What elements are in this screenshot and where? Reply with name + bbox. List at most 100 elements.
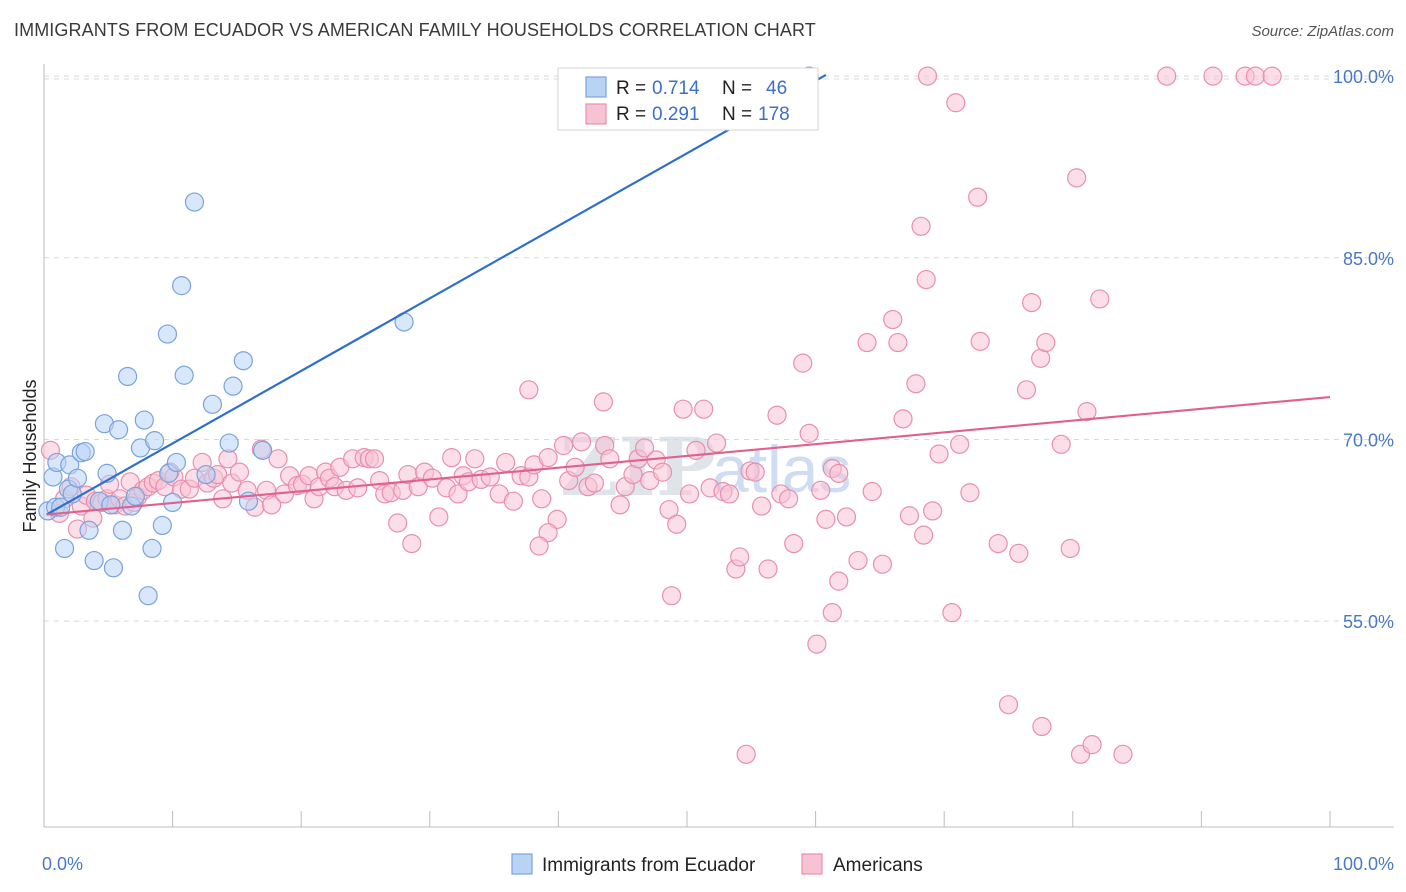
americans-points bbox=[40, 66, 1282, 764]
americans-point bbox=[538, 523, 558, 543]
ecuador-point bbox=[223, 376, 243, 396]
y-tick-label: 100.0% bbox=[1333, 67, 1394, 87]
americans-point bbox=[1262, 66, 1282, 86]
americans-point bbox=[736, 744, 756, 764]
ecuador-point bbox=[101, 495, 121, 515]
americans-point bbox=[745, 462, 765, 482]
americans-point bbox=[262, 495, 282, 515]
americans-point bbox=[767, 405, 787, 425]
americans-point bbox=[1051, 434, 1071, 454]
americans-point bbox=[652, 462, 673, 482]
americans-point bbox=[496, 452, 516, 473]
ecuador-point bbox=[172, 276, 192, 296]
x-tick-label: 0.0% bbox=[42, 854, 83, 874]
y-tick-label: 70.0% bbox=[1343, 430, 1394, 450]
americans-point bbox=[229, 462, 250, 482]
chart-title: IMMIGRANTS FROM ECUADOR VS AMERICAN FAMI… bbox=[14, 20, 816, 40]
ecuador-point bbox=[117, 366, 138, 387]
legend-n-label: N = bbox=[722, 104, 752, 125]
americans-point bbox=[634, 438, 655, 458]
americans-point bbox=[503, 491, 523, 511]
legend-n-value: 178 bbox=[758, 104, 790, 125]
americans-point bbox=[970, 331, 990, 351]
americans-point bbox=[610, 495, 630, 515]
americans-point bbox=[1032, 716, 1052, 737]
y-axis-title: Family Households bbox=[20, 379, 40, 532]
bottom-legend-swatch-ecuador bbox=[511, 853, 533, 875]
ecuador-point bbox=[134, 410, 154, 430]
americans-point bbox=[862, 481, 882, 502]
americans-point bbox=[388, 513, 408, 533]
americans-point bbox=[751, 496, 772, 516]
americans-point bbox=[1016, 380, 1037, 400]
y-tick-label: 55.0% bbox=[1343, 612, 1394, 632]
legend-n-value: 46 bbox=[766, 78, 787, 99]
americans-point bbox=[519, 380, 539, 400]
americans-point bbox=[923, 501, 943, 521]
legend-swatch-americans bbox=[585, 103, 607, 125]
trend-line-americans bbox=[46, 395, 1331, 516]
bottom-legend-swatch-americans bbox=[801, 853, 823, 875]
americans-point bbox=[402, 533, 422, 554]
americans-point bbox=[694, 399, 714, 419]
x-tick-label: 100.0% bbox=[1333, 854, 1394, 874]
americans-point bbox=[811, 480, 831, 500]
americans-point bbox=[600, 449, 620, 469]
ecuador-point bbox=[54, 538, 75, 559]
americans-point bbox=[442, 448, 462, 468]
axis-labels: 55.0% 70.0% 85.0% 100.0% 0.0% 100.0% Family Ho… bbox=[20, 67, 1394, 874]
ecuador-point bbox=[157, 324, 178, 344]
ecuador-point bbox=[103, 558, 124, 578]
americans-point bbox=[793, 353, 813, 373]
americans-point bbox=[916, 269, 936, 290]
legend-r-value: 0.291 bbox=[652, 104, 700, 125]
americans-point bbox=[799, 423, 819, 443]
americans-point bbox=[988, 533, 1008, 554]
americans-point bbox=[888, 332, 908, 353]
americans-point bbox=[1077, 401, 1097, 422]
americans-point bbox=[829, 463, 849, 483]
americans-point bbox=[719, 484, 740, 504]
source-credit: Source: ZipAtlas.com bbox=[1251, 23, 1394, 40]
americans-point bbox=[906, 374, 926, 394]
legend-r-value: 0.714 bbox=[652, 78, 700, 99]
americans-point bbox=[1009, 543, 1029, 563]
americans-point bbox=[899, 506, 920, 526]
ecuador-point bbox=[196, 464, 216, 485]
americans-point bbox=[784, 533, 804, 554]
ecuador-point bbox=[184, 192, 205, 212]
legend-n-label: N = bbox=[722, 78, 752, 99]
americans-point bbox=[946, 93, 966, 113]
americans-point bbox=[661, 586, 682, 606]
americans-point bbox=[929, 444, 949, 464]
bottom-legend-americans: Americans bbox=[833, 855, 923, 876]
americans-point bbox=[1060, 538, 1080, 559]
ecuador-point bbox=[144, 431, 165, 451]
americans-point bbox=[268, 449, 288, 469]
trend-lines bbox=[46, 73, 1331, 516]
americans-point bbox=[872, 554, 893, 574]
americans-point bbox=[960, 483, 980, 503]
americans-point bbox=[911, 216, 931, 236]
americans-point bbox=[998, 695, 1019, 715]
americans-point bbox=[914, 525, 934, 545]
americans-point bbox=[547, 509, 567, 529]
y-tick-label: 85.0% bbox=[1343, 249, 1394, 269]
bottom-legend-ecuador: Immigrants from Ecuador bbox=[542, 855, 756, 876]
americans-point bbox=[1113, 744, 1133, 764]
ecuador-point bbox=[138, 586, 158, 606]
legend-swatch-ecuador bbox=[585, 76, 607, 98]
ecuador-point bbox=[166, 452, 187, 473]
americans-point bbox=[1157, 66, 1177, 86]
ecuador-points bbox=[38, 66, 819, 606]
americans-point bbox=[706, 433, 727, 453]
ecuador-point bbox=[108, 420, 129, 440]
americans-point bbox=[883, 309, 903, 330]
bottom-legend: Immigrants from Ecuador Americans bbox=[511, 853, 923, 876]
americans-point bbox=[778, 489, 799, 509]
americans-point bbox=[1067, 168, 1087, 188]
legend-r-label: R = bbox=[616, 104, 646, 125]
legend-r-label: R = bbox=[616, 78, 646, 99]
americans-point bbox=[807, 634, 827, 654]
